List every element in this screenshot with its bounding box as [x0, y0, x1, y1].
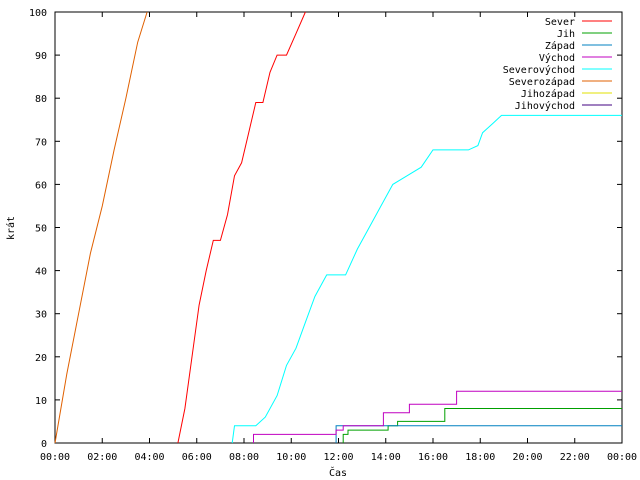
y-tick-label: 90: [35, 51, 47, 62]
y-axis-label: krát: [5, 216, 17, 240]
legend-label: Severovýchod: [503, 64, 575, 76]
x-tick-label: 08:00: [229, 452, 259, 463]
y-tick-label: 40: [35, 267, 47, 278]
legend-label: Jih: [557, 29, 575, 40]
x-axis-label: Čas: [329, 466, 347, 479]
x-tick-label: 22:00: [560, 452, 590, 463]
y-tick-label: 30: [35, 310, 47, 321]
y-tick-label: 80: [35, 94, 47, 105]
x-tick-label: 04:00: [134, 452, 164, 463]
x-tick-label: 12:00: [323, 452, 353, 463]
x-tick-label: 16:00: [418, 452, 448, 463]
x-tick-label: 00:00: [40, 452, 70, 463]
y-tick-label: 20: [35, 353, 47, 364]
legend-label: Jihozápad: [521, 88, 575, 100]
x-axis: 00:00 02:00 04:00 06:00 08:00 10:00 12:00 14:00…: [40, 12, 637, 463]
legend-label: Východ: [539, 52, 575, 64]
series-line-severozápad: [54, 11, 148, 444]
legend-label: Severozápad: [509, 76, 575, 88]
legend-label: Sever: [545, 17, 575, 28]
legend-label: Jihovýchod: [515, 100, 575, 112]
series-layer: [54, 11, 622, 444]
x-tick-label: 06:00: [182, 452, 212, 463]
series-line-východ: [253, 390, 622, 443]
y-tick-label: 100: [29, 8, 47, 19]
series-line-západ: [335, 425, 622, 443]
x-tick-label: 14:00: [371, 452, 401, 463]
x-tick-label: 00:00: [607, 452, 637, 463]
x-tick-label: 20:00: [512, 452, 542, 463]
x-tick-label: 18:00: [465, 452, 495, 463]
y-tick-label: 0: [41, 439, 47, 450]
series-line-sever: [177, 11, 306, 444]
y-tick-label: 50: [35, 224, 47, 235]
legend-label: Západ: [545, 40, 575, 52]
y-axis: 0 10 20 30 40 50 60 70 80 90 100: [29, 8, 622, 450]
y-tick-label: 60: [35, 180, 47, 191]
x-tick-label: 10:00: [276, 452, 306, 463]
x-tick-label: 02:00: [87, 452, 117, 463]
y-tick-label: 10: [35, 396, 47, 407]
series-line-severovýchod: [231, 114, 622, 444]
y-tick-label: 70: [35, 137, 47, 148]
legend: SeverJihZápadVýchodSeverovýchodSeverozáp…: [503, 17, 612, 112]
